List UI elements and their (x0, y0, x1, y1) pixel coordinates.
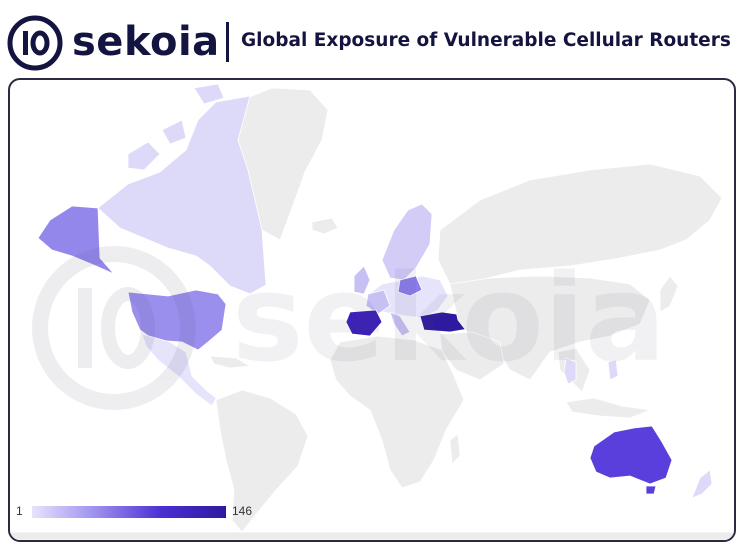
region-russia (437, 163, 723, 285)
header-divider (226, 22, 229, 62)
region-united-kingdom (353, 265, 371, 295)
region-australia (589, 425, 673, 485)
region-mexico (141, 333, 217, 407)
region-spain (345, 309, 383, 337)
region-japan (659, 275, 679, 313)
region-madagascar (449, 433, 461, 465)
region-africa (329, 335, 465, 489)
region-canada-islands (127, 83, 225, 171)
world-map[interactable] (10, 80, 734, 540)
region-iceland (311, 217, 339, 235)
region-new-zealand (691, 469, 713, 499)
page-title: Global Exposure of Vulnerable Cellular R… (241, 30, 731, 51)
region-france (365, 289, 391, 315)
legend-color-bar (32, 506, 226, 518)
region-antarctica (10, 531, 734, 540)
region-caribbean (209, 355, 251, 369)
region-thailand (563, 357, 577, 385)
region-south-america (215, 389, 309, 533)
region-tasmania (645, 485, 657, 495)
region-poland (397, 275, 423, 297)
header: sekoia Global Exposure of Vulnerable Cel… (0, 0, 744, 78)
region-philippines (607, 359, 619, 381)
region-scandinavia (381, 203, 433, 281)
logo-text: sekoia (72, 19, 220, 65)
region-italy (389, 311, 411, 337)
region-canada (97, 95, 267, 295)
legend-max-label: 146 (232, 504, 253, 518)
map-frame: sekoia 1 146 (8, 78, 736, 542)
region-indonesia (565, 397, 651, 419)
legend-min-label: 1 (16, 504, 23, 518)
region-united-states (127, 289, 227, 351)
region-alaska (37, 205, 115, 275)
sekoia-logo-icon (7, 15, 63, 71)
